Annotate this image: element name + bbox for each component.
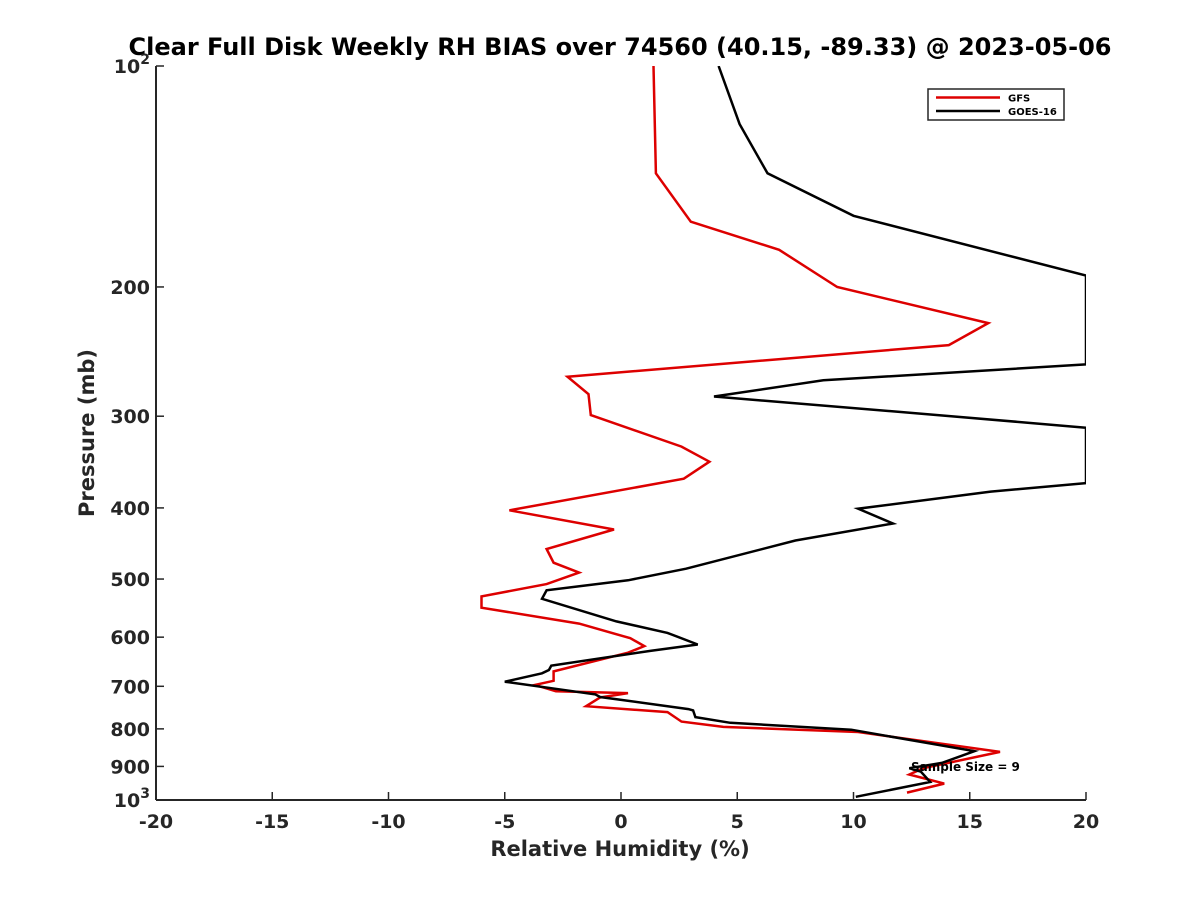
y-tick-label: 102 — [114, 52, 150, 78]
legend-label-goes16: GOES-16 — [1008, 107, 1057, 118]
y-axis-ticks: 102 200 300 400 500 600 700 800 900 103 — [110, 52, 164, 812]
y-tick-label: 103 — [114, 786, 150, 812]
y-tick-label: 800 — [110, 719, 150, 741]
y-tick-label: 700 — [110, 676, 150, 698]
y-tick-label: 600 — [110, 627, 150, 649]
x-tick-label: 15 — [957, 811, 983, 833]
legend-box — [927, 88, 1065, 121]
x-tick-label: 5 — [731, 811, 744, 833]
y-tick-label: 900 — [110, 756, 150, 778]
x-tick-label: -20 — [139, 811, 173, 833]
x-tick-label: 10 — [840, 811, 866, 833]
x-tick-label: 0 — [614, 811, 627, 833]
sample-size-annotation: Sample Size = 9 — [911, 760, 1020, 774]
series-line-goes16 — [504, 66, 1086, 799]
y-tick-label: 200 — [110, 277, 150, 299]
chart-title: Clear Full Disk Weekly RH BIAS over 7456… — [129, 33, 1112, 61]
y-tick-label: 500 — [110, 569, 150, 591]
x-tick-label: 20 — [1073, 811, 1099, 833]
series-line-gfs — [480, 66, 1001, 794]
legend-label-gfs: GFS — [1008, 94, 1030, 105]
x-axis-ticks: -20 -15 -10 -5 0 5 10 15 20 — [139, 792, 1099, 833]
x-tick-label: -5 — [494, 811, 515, 833]
series-layer — [480, 66, 1086, 799]
y-tick-label: 300 — [110, 406, 150, 428]
x-tick-label: -15 — [255, 811, 289, 833]
legend: GFS GOES-16 — [927, 88, 1065, 121]
x-tick-label: -10 — [371, 811, 405, 833]
x-axis-label: Relative Humidity (%) — [490, 837, 749, 861]
y-tick-label: 400 — [110, 498, 150, 520]
y-axis-label: Pressure (mb) — [75, 349, 99, 517]
plot-area: -20 -15 -10 -5 0 5 10 15 20 102 200 300 400 500 600 70… — [110, 52, 1099, 833]
